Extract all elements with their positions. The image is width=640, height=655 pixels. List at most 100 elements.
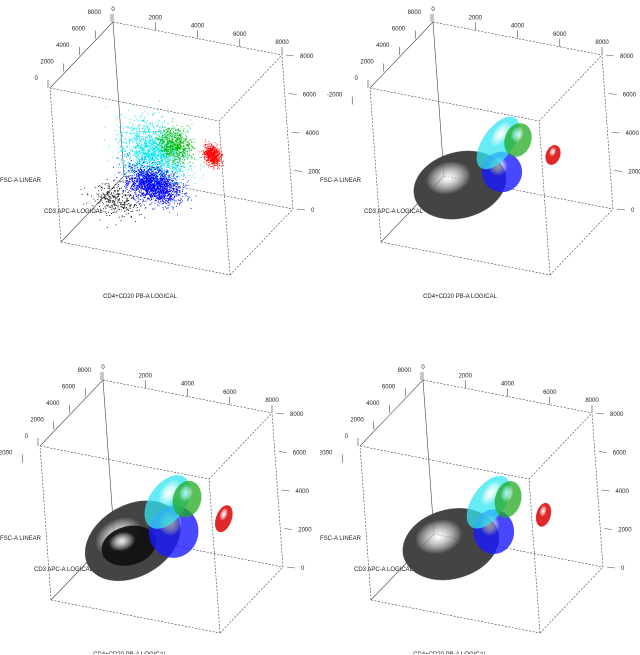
point-blue [174, 191, 176, 193]
point-blue [186, 182, 188, 184]
point-black [111, 195, 113, 196]
point-black [134, 205, 136, 207]
point-green [160, 147, 162, 149]
y-tick-label: 4000 [306, 131, 320, 137]
point-blue [153, 187, 155, 189]
point-red [204, 158, 206, 160]
point-cyan [114, 173, 116, 175]
point-green [180, 149, 182, 150]
point-blue [131, 185, 132, 187]
point-cyan [154, 184, 156, 186]
point-blue [183, 175, 185, 177]
point-cyan [156, 139, 158, 141]
point-cyan [132, 164, 134, 166]
point-green [188, 126, 190, 128]
point-blue [164, 182, 166, 184]
point-cyan [137, 125, 139, 127]
point-green [176, 145, 178, 147]
point-green [170, 149, 172, 151]
point-blue [133, 182, 135, 183]
point-cyan [121, 150, 123, 152]
point-green [174, 128, 176, 130]
point-cyan [164, 159, 166, 161]
point-blue [187, 185, 189, 187]
point-blue [143, 200, 145, 202]
point-blue [153, 173, 155, 175]
point-blue [173, 197, 175, 199]
point-cyan [133, 164, 135, 166]
point-cyan [125, 166, 127, 168]
point-green [169, 132, 171, 133]
point-blue [147, 182, 149, 184]
point-blue [162, 183, 164, 185]
point-cyan [150, 142, 152, 144]
point-cyan [138, 134, 140, 136]
point-blue [126, 153, 128, 155]
point-cyan [137, 164, 139, 166]
point-green [192, 162, 194, 164]
point-cyan [165, 160, 166, 162]
point-blue [139, 178, 141, 180]
point-blue [127, 181, 129, 182]
point-cyan [145, 143, 147, 145]
point-cyan [122, 136, 124, 138]
y-tick [294, 170, 303, 172]
point-blue [161, 170, 163, 172]
point-cyan [168, 143, 170, 145]
point-black [136, 210, 138, 212]
point-blue [165, 192, 167, 194]
point-cyan [116, 124, 118, 126]
point-blue [161, 168, 163, 170]
point-cyan [139, 165, 141, 167]
point-green [178, 136, 179, 138]
point-blue [143, 181, 145, 183]
point-blue [182, 190, 183, 192]
point-blue [136, 181, 138, 183]
point-cyan [162, 153, 164, 155]
point-cyan [143, 131, 145, 133]
point-black [129, 196, 130, 198]
point-green [176, 135, 178, 137]
point-cyan [144, 140, 146, 142]
point-cyan [144, 146, 145, 148]
point-cyan [172, 153, 174, 155]
point-green [178, 145, 180, 147]
point-green [182, 153, 184, 155]
point-green [175, 146, 177, 148]
point-cyan [131, 140, 133, 142]
point-blue [143, 192, 145, 194]
point-green [165, 135, 167, 137]
point-blue [165, 184, 167, 186]
point-blue [126, 177, 128, 179]
point-cyan [158, 154, 160, 156]
point-blue [159, 198, 161, 200]
point-cyan [159, 163, 161, 164]
point-blue [142, 180, 144, 182]
point-cyan [148, 157, 149, 159]
point-red [213, 152, 215, 154]
point-black [107, 205, 109, 207]
point-cyan [152, 114, 153, 115]
point-cyan [129, 119, 131, 120]
point-green [179, 155, 181, 156]
point-black [106, 197, 108, 199]
point-green [176, 146, 178, 148]
point-blue [157, 186, 159, 188]
point-cyan [129, 156, 131, 158]
point-blue [161, 192, 163, 194]
point-red [209, 148, 211, 150]
point-blue [144, 180, 146, 182]
point-cyan [150, 129, 152, 131]
point-black [117, 189, 119, 191]
point-green [173, 135, 175, 137]
point-blue [183, 193, 185, 195]
point-green [169, 146, 171, 148]
point-blue [141, 192, 143, 194]
point-black [118, 195, 120, 197]
point-blue [178, 185, 180, 187]
point-cyan [162, 161, 164, 162]
point-blue [180, 198, 182, 200]
point-cyan [137, 151, 139, 152]
point-blue [135, 193, 137, 195]
point-blue [146, 185, 148, 187]
